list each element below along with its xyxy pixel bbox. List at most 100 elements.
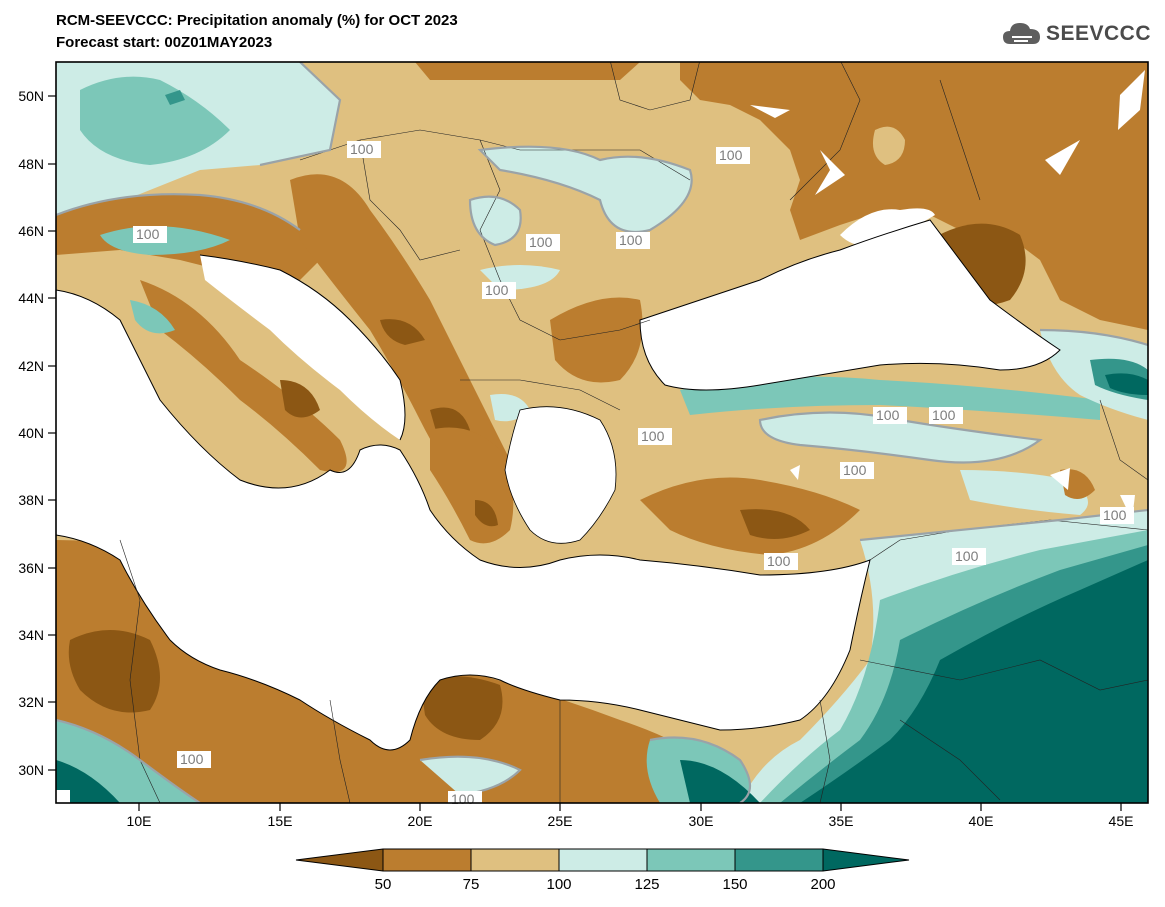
dry-region-bulgaria: [550, 297, 643, 383]
colorbar-segment-100-125: [559, 849, 647, 871]
lat-label-30n: 30N: [18, 762, 44, 778]
colorbar-label-100: 100: [546, 876, 571, 893]
very-dry-region-libya: [420, 676, 503, 740]
contour-label: 100: [451, 791, 475, 807]
sea-of-azov: [840, 208, 935, 247]
contour-labels: 100 100 100 100 100 100 100 100 100 100 …: [133, 141, 1134, 807]
anomaly-field: [56, 62, 1148, 803]
extreme-wet-region-egypt: [680, 760, 760, 803]
extreme-wet-spot-georgia: [1105, 373, 1148, 395]
lat-label-42n: 42N: [18, 358, 44, 374]
colorbar-label-125: 125: [634, 876, 659, 893]
lon-label-15e: 15E: [268, 813, 293, 829]
colorbar-segment-above-200: [823, 849, 909, 871]
lat-label-50n: 50N: [18, 88, 44, 104]
lon-label-10e: 10E: [127, 813, 152, 829]
contour-label: 100: [136, 226, 160, 242]
wet-patch-hungary: [470, 196, 521, 245]
missing-data-patch-6: [790, 465, 800, 480]
mediterranean-sea: [56, 290, 870, 750]
missing-data-patch-5: [1050, 468, 1070, 490]
missing-data-patch-3: [1045, 140, 1080, 175]
adriatic-coastline: [199, 254, 406, 441]
lat-label-34n: 34N: [18, 627, 44, 643]
lon-label-35e: 35E: [829, 813, 854, 829]
mediterranean-coastline: [56, 289, 871, 751]
contour-label: 100: [641, 428, 665, 444]
colorbar-label-200: 200: [810, 876, 835, 893]
extreme-wet-region-algeria: [56, 760, 120, 803]
contour-label: 100: [180, 751, 204, 767]
missing-data-patch-1: [750, 105, 790, 118]
wet-region-central-anatolia: [760, 412, 1040, 463]
very-dry-region-taurus: [740, 509, 810, 539]
black-sea: [640, 220, 1060, 390]
contour-label: 100: [1103, 507, 1127, 523]
colorbar-segment-150-200: [735, 849, 823, 871]
map-title: RCM-SEEVCCC: Precipitation anomaly (%) f…: [56, 12, 458, 29]
contour-label: 100: [843, 462, 867, 478]
contour-label: 100: [619, 232, 643, 248]
colorbar-segment-below-50: [296, 849, 383, 871]
contour-label: 100: [876, 407, 900, 423]
missing-data-patch-2: [815, 150, 845, 195]
missing-data-patch-8: [56, 790, 70, 803]
cloud-icon: [1002, 23, 1040, 44]
wet-patch-liguria: [130, 300, 175, 334]
lon-label-30e: 30E: [689, 813, 714, 829]
seevccc-logo: SEEVCCC: [1002, 20, 1151, 48]
contour-label: 100: [485, 282, 509, 298]
wet-region-east-anatolia: [960, 470, 1088, 515]
latitude-axis: 50N 48N 46N 44N 42N 40N 38N 36N 34N 32N …: [18, 88, 56, 778]
lat-label-48n: 48N: [18, 156, 44, 172]
colorbar-label-75: 75: [463, 876, 480, 893]
very-dry-region-apennines: [280, 380, 320, 418]
contour-label: 100: [529, 234, 553, 250]
extreme-wet-region-arabia: [800, 560, 1148, 803]
colorbar-segment-75-100: [471, 849, 559, 871]
contour-label: 100: [350, 141, 374, 157]
aegean-coastline: [504, 406, 617, 544]
wetter-region-germany: [80, 76, 230, 165]
dry-region-italy: [140, 280, 347, 472]
lat-label-32n: 32N: [18, 694, 44, 710]
country-borders: [119, 62, 1148, 803]
lat-label-44n: 44N: [18, 290, 44, 306]
black-sea-coastline: [639, 219, 1061, 391]
colorbar: 50 75 100 125 150 200: [295, 848, 910, 893]
contour-label: 100: [932, 407, 956, 423]
ligurian-sea-edge: [56, 330, 80, 365]
adriatic-sea: [200, 255, 405, 440]
lat-label-46n: 46N: [18, 223, 44, 239]
missing-data-patch-4: [1118, 70, 1145, 130]
lon-label-20e: 20E: [408, 813, 433, 829]
lon-label-25e: 25E: [548, 813, 573, 829]
lat-label-38n: 38N: [18, 492, 44, 508]
moderate-patch-ukraine: [872, 126, 905, 165]
contour-100-lines: [56, 62, 1148, 803]
colorbar-label-50: 50: [375, 876, 392, 893]
contour-label: 100: [767, 553, 791, 569]
colorbar-segment-125-150: [647, 849, 735, 871]
logo-text: SEEVCCC: [1045, 22, 1151, 45]
very-dry-region-peloponnese: [475, 500, 498, 527]
very-dry-region-bosnia: [380, 319, 425, 345]
colorbar-segment-50-75: [383, 849, 471, 871]
dry-region-poland: [415, 62, 640, 80]
wettest-spot-germany: [165, 90, 185, 105]
lon-label-45e: 45E: [1109, 813, 1134, 829]
wet-region-pontic-coast: [680, 376, 1100, 420]
lat-label-36n: 36N: [18, 560, 44, 576]
contour-label: 100: [719, 147, 743, 163]
longitude-axis: 10E 15E 20E 25E 30E 35E 40E 45E: [127, 803, 1134, 829]
aegean-sea: [505, 406, 616, 544]
dry-region-ukraine: [680, 62, 1148, 330]
wet-region-romania: [480, 146, 692, 232]
very-dry-region-tunisia: [68, 630, 160, 713]
lat-label-40n: 40N: [18, 425, 44, 441]
lon-label-40e: 40E: [969, 813, 994, 829]
contour-label: 100: [955, 548, 979, 564]
forecast-start-label: Forecast start: 00Z01MAY2023: [56, 34, 273, 51]
colorbar-label-150: 150: [722, 876, 747, 893]
